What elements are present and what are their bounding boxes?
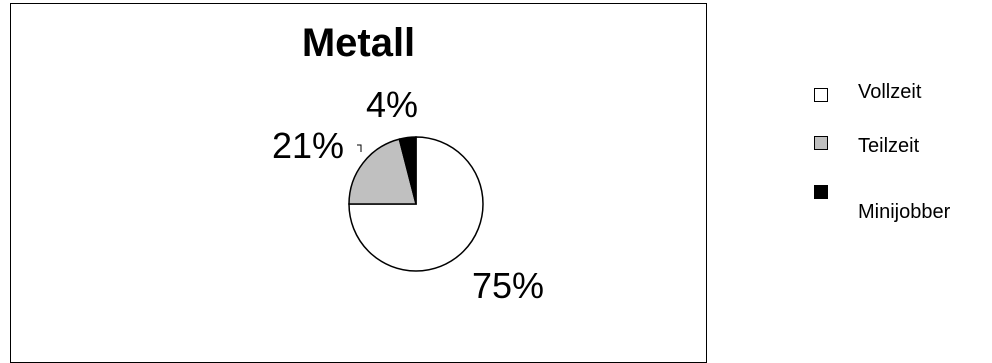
pie-slice-teilzeit [348,138,417,205]
legend-swatch-teilzeit [814,136,828,150]
legend-label-vollzeit: Vollzeit [858,81,922,103]
legend-swatch-vollzeit [814,88,828,102]
pie-slice-vollzeit [348,136,484,272]
data-label-vollzeit: 75% [472,265,544,306]
chart-title: Metall [301,21,416,65]
pie-slice-minijobber [398,136,417,205]
leader-line-teilzeit [357,144,362,152]
legend-label-teilzeit: Teilzeit [858,135,920,157]
data-label-teilzeit: 21% [272,125,344,166]
data-label-minijobber: 4% [366,84,418,125]
legend-label-minijobber: Minijobber [858,201,951,223]
legend-swatch-minijobber [814,185,828,199]
